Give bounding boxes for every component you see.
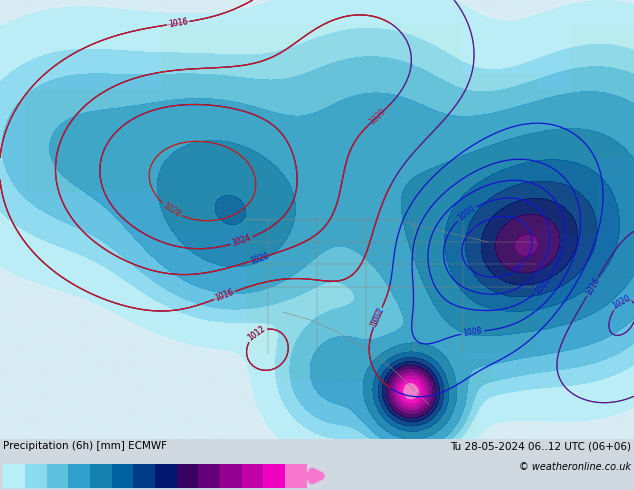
- Text: 35: 35: [226, 475, 236, 484]
- Bar: [285, 465, 306, 488]
- Text: 1016: 1016: [168, 17, 188, 29]
- Text: 30: 30: [204, 475, 214, 484]
- Text: 1012: 1012: [246, 324, 267, 343]
- Text: 1000: 1000: [456, 204, 477, 223]
- Text: 1012: 1012: [369, 308, 385, 329]
- Text: 15: 15: [139, 475, 149, 484]
- Text: 20: 20: [160, 475, 171, 484]
- Text: 50: 50: [290, 475, 301, 484]
- Text: 1016: 1016: [214, 288, 235, 303]
- Text: 1012: 1012: [246, 324, 267, 343]
- Text: 1016: 1016: [168, 17, 188, 29]
- Text: 1024: 1024: [231, 234, 252, 248]
- Text: 1020: 1020: [611, 294, 632, 311]
- Text: 1020: 1020: [367, 107, 387, 126]
- Text: Precipitation (6h) [mm] ECMWF: Precipitation (6h) [mm] ECMWF: [3, 441, 167, 451]
- Text: 1016: 1016: [584, 276, 602, 297]
- Bar: [133, 465, 155, 488]
- Bar: [25, 465, 46, 488]
- Bar: [242, 465, 263, 488]
- Bar: [90, 465, 112, 488]
- Bar: [3, 465, 25, 488]
- Text: 5: 5: [98, 475, 103, 484]
- Text: 2: 2: [77, 475, 82, 484]
- Text: 1004: 1004: [533, 275, 553, 296]
- Text: 1020: 1020: [249, 251, 270, 266]
- Bar: [176, 465, 198, 488]
- Bar: [46, 465, 68, 488]
- Text: 1028: 1028: [161, 201, 182, 220]
- Text: 0.1: 0.1: [8, 475, 20, 484]
- Bar: [155, 465, 176, 488]
- Text: 40: 40: [247, 475, 257, 484]
- Text: 1016: 1016: [214, 288, 235, 303]
- Text: 45: 45: [269, 475, 279, 484]
- Bar: [263, 465, 285, 488]
- Text: © weatheronline.co.uk: © weatheronline.co.uk: [519, 462, 631, 472]
- Bar: [198, 465, 220, 488]
- Text: 996: 996: [511, 259, 528, 276]
- Text: 1024: 1024: [231, 234, 252, 248]
- Text: 1008: 1008: [463, 326, 483, 338]
- Text: 25: 25: [182, 475, 193, 484]
- Bar: [112, 465, 133, 488]
- Text: 0.5: 0.5: [29, 475, 42, 484]
- Text: 1012: 1012: [370, 306, 386, 327]
- Bar: [220, 465, 242, 488]
- Text: 1: 1: [55, 475, 60, 484]
- Text: 10: 10: [117, 475, 127, 484]
- Text: Tu 28-05-2024 06..12 UTC (06+06): Tu 28-05-2024 06..12 UTC (06+06): [450, 441, 631, 451]
- Bar: [68, 465, 90, 488]
